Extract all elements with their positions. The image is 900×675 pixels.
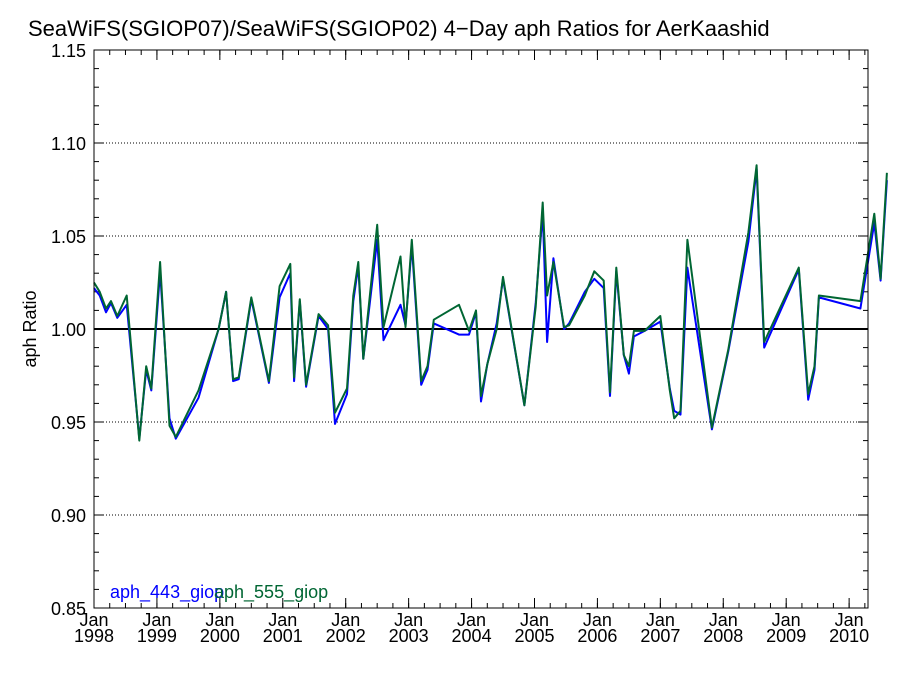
y-tick-label: 1.05 (51, 227, 86, 247)
x-tick-label-month: Jan (709, 610, 738, 630)
x-tick-label-year: 2008 (703, 626, 743, 646)
x-tick-label-month: Jan (142, 610, 171, 630)
chart-title: SeaWiFS(SGIOP07)/SeaWiFS(SGIOP02) 4−Day … (28, 16, 770, 41)
x-tick-label-year: 2009 (766, 626, 806, 646)
x-tick-label-year: 1998 (74, 626, 114, 646)
y-tick-label: 0.85 (51, 599, 86, 619)
x-tick-label-month: Jan (79, 610, 108, 630)
x-tick-label-month: Jan (394, 610, 423, 630)
y-tick-label: 1.15 (51, 41, 86, 61)
x-tick-label-month: Jan (457, 610, 486, 630)
x-tick-label-year: 2001 (263, 626, 303, 646)
series-line-aph_555_giop (93, 164, 888, 442)
x-tick-label-month: Jan (520, 610, 549, 630)
y-tick-label: 0.90 (51, 506, 86, 526)
legend-entry: aph_555_giop (214, 582, 328, 603)
x-tick-label-year: 2007 (640, 626, 680, 646)
x-tick-label-year: 2010 (829, 626, 869, 646)
plot-frame (93, 49, 869, 609)
x-tick-label-year: 1999 (137, 626, 177, 646)
y-tick-label: 1.10 (51, 134, 86, 154)
x-tick-label-month: Jan (835, 610, 864, 630)
x-tick-label-month: Jan (205, 610, 234, 630)
x-tick-label-month: Jan (331, 610, 360, 630)
x-tick-label-year: 2002 (326, 626, 366, 646)
x-tick-label-month: Jan (646, 610, 675, 630)
series-line-aph_443_giop (93, 168, 888, 440)
x-tick-label-year: 2003 (389, 626, 429, 646)
x-tick-label-year: 2000 (200, 626, 240, 646)
x-tick-label-month: Jan (268, 610, 297, 630)
legend-entry: aph_443_giop (110, 582, 224, 603)
x-tick-label-year: 2004 (452, 626, 492, 646)
x-tick-label-month: Jan (772, 610, 801, 630)
y-tick-label: 0.95 (51, 413, 86, 433)
y-axis-label: aph Ratio (20, 290, 40, 367)
x-tick-label-year: 2006 (577, 626, 617, 646)
x-tick-label-year: 2005 (514, 626, 554, 646)
y-tick-label: 1.00 (51, 320, 86, 340)
x-tick-label-month: Jan (583, 610, 612, 630)
